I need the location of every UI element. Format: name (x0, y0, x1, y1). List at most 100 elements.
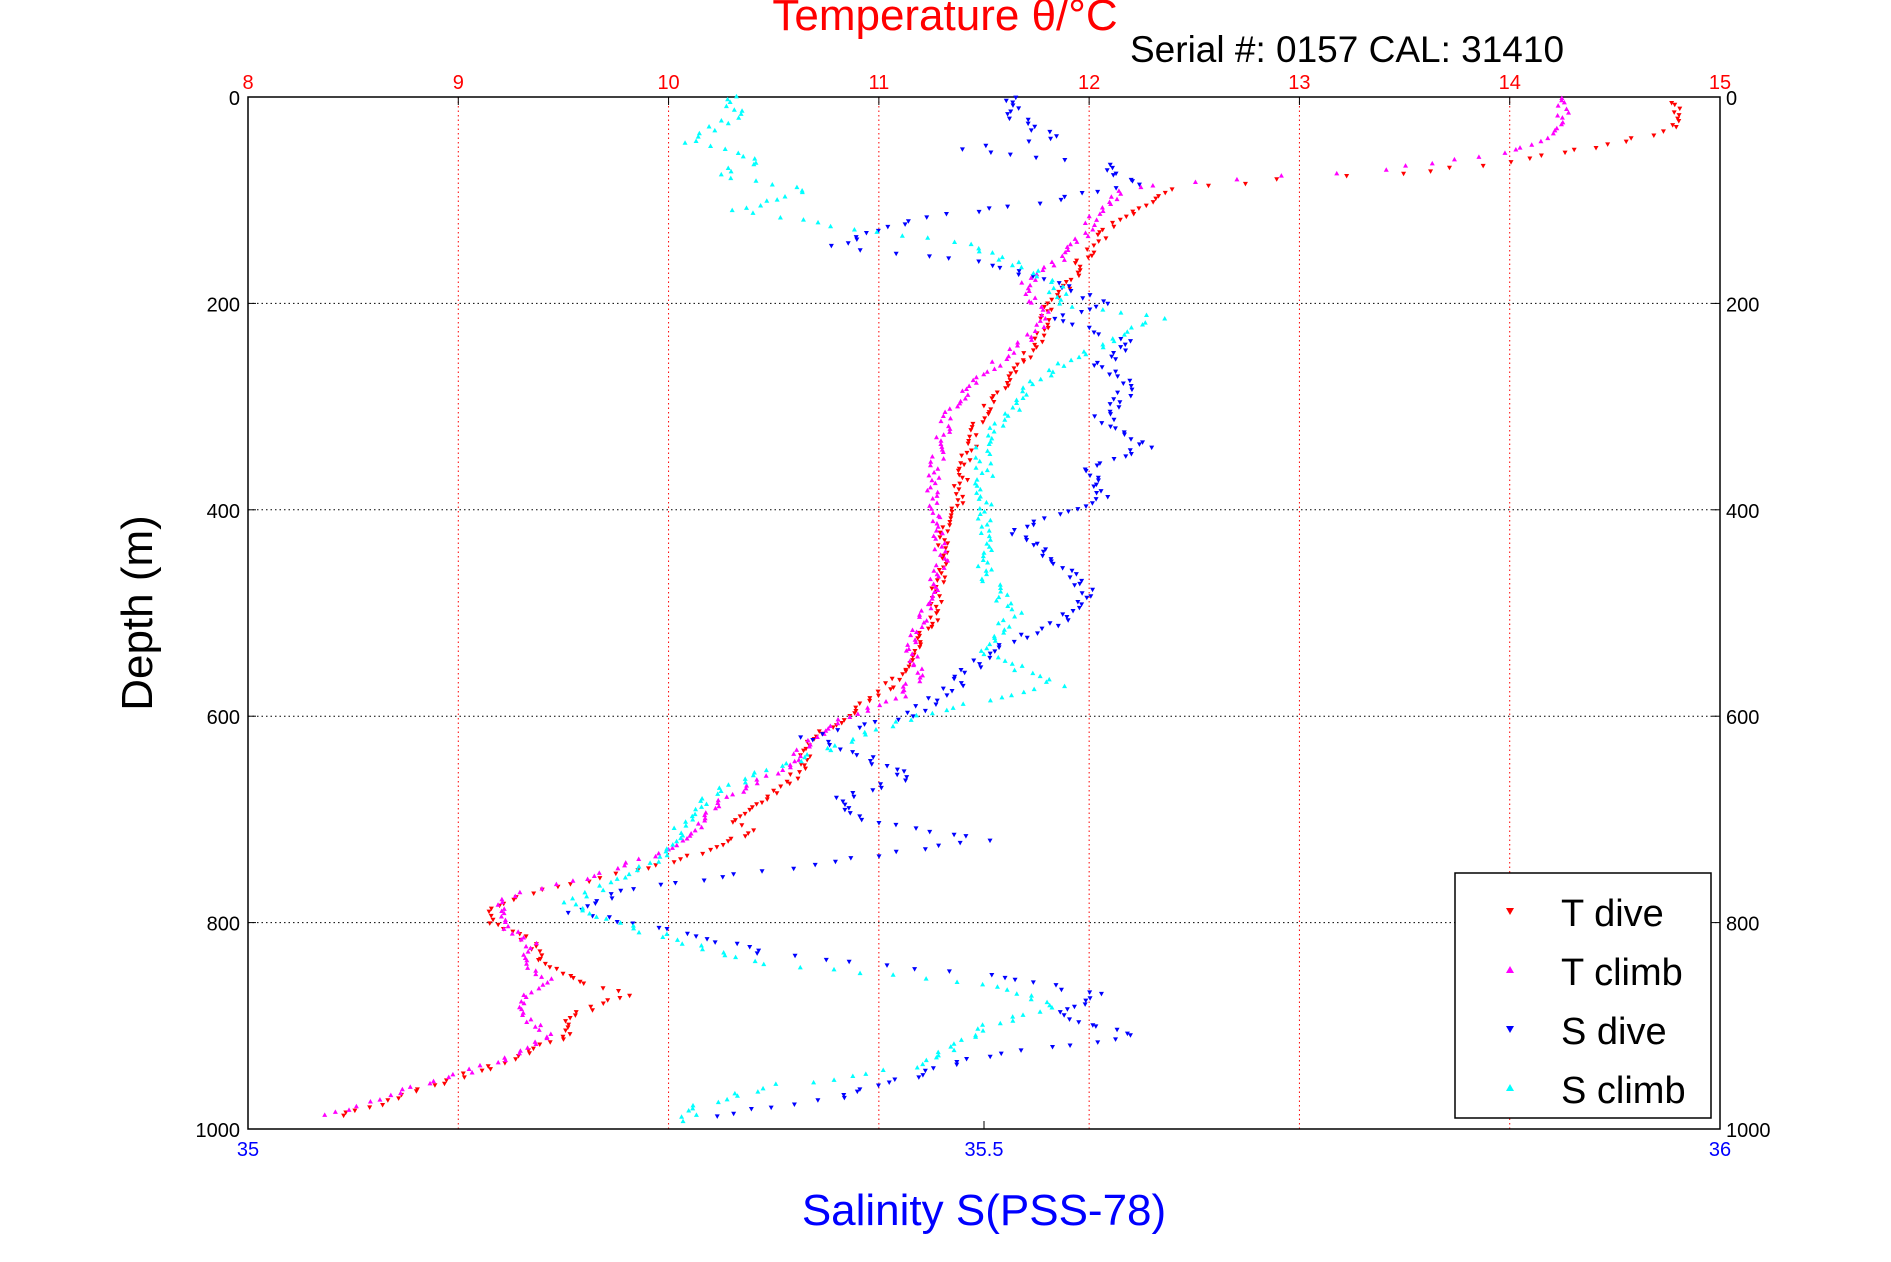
data-point (850, 750, 856, 755)
data-point (996, 645, 1002, 650)
data-point (1062, 157, 1068, 163)
data-point (1087, 293, 1093, 298)
data-point (399, 1086, 405, 1092)
data-point (1032, 336, 1038, 342)
data-point (1032, 342, 1038, 348)
temperature-tick-label: 14 (1499, 72, 1521, 94)
data-point (956, 487, 962, 492)
data-point (794, 747, 800, 752)
data-point (961, 462, 967, 468)
data-point (1527, 156, 1533, 161)
data-point (984, 645, 990, 651)
data-point (600, 1001, 606, 1007)
data-point (1076, 273, 1082, 279)
data-point (989, 973, 995, 978)
data-point (669, 845, 675, 850)
data-point (995, 620, 1001, 626)
data-point (878, 782, 884, 787)
data-point (835, 728, 841, 733)
data-point (787, 772, 793, 777)
data-point (1011, 528, 1017, 533)
data-point (1048, 307, 1054, 313)
data-point (1028, 993, 1034, 998)
data-point (1024, 331, 1030, 337)
data-point (523, 934, 529, 939)
data-point (722, 146, 728, 152)
data-point (1068, 277, 1074, 283)
data-point (502, 1055, 508, 1060)
data-point (1028, 300, 1034, 305)
data-point (787, 764, 793, 770)
data-point (984, 369, 990, 374)
data-point (985, 432, 991, 438)
data-point (842, 802, 848, 808)
data-point (518, 937, 524, 942)
data-point (1079, 309, 1085, 315)
data-point (1029, 337, 1035, 342)
data-point (948, 513, 954, 518)
data-point (1075, 599, 1081, 605)
data-point (880, 1067, 886, 1072)
data-point (1623, 139, 1629, 145)
data-point (1093, 497, 1099, 502)
data-point (1508, 160, 1514, 165)
data-point (548, 976, 554, 981)
data-point (545, 980, 551, 985)
data-point (594, 899, 600, 904)
data-point (524, 961, 530, 966)
data-point (720, 875, 726, 880)
data-point (814, 734, 820, 740)
data-point (890, 723, 896, 729)
data-point (1049, 259, 1055, 265)
data-point (1675, 116, 1681, 122)
data-point (695, 134, 701, 139)
data-point (600, 887, 606, 893)
data-point (1010, 405, 1016, 410)
data-point (1122, 342, 1128, 348)
data-point (1034, 631, 1040, 636)
data-point (396, 1096, 402, 1101)
data-point (495, 922, 501, 928)
data-point (769, 181, 775, 187)
data-point (739, 108, 745, 113)
data-point (997, 265, 1003, 271)
data-point (945, 529, 951, 534)
data-point (1670, 123, 1676, 128)
data-point (867, 696, 873, 701)
data-point (1009, 692, 1015, 698)
data-point (1111, 351, 1117, 356)
legend: T dive T climb S dive S climb (1454, 872, 1712, 1119)
data-point (930, 496, 936, 501)
data-point (1050, 561, 1056, 567)
data-point (1010, 100, 1016, 105)
depth-tick-label-left: 1000 (196, 1120, 241, 1142)
data-point (539, 953, 545, 958)
data-point (672, 881, 678, 886)
data-point (532, 1024, 538, 1029)
data-point (910, 627, 916, 632)
data-point (1034, 273, 1040, 279)
data-point (984, 522, 990, 527)
data-point (1011, 350, 1017, 355)
data-point (942, 409, 948, 414)
data-point (1091, 250, 1097, 256)
data-point (1107, 162, 1113, 168)
data-point (716, 803, 722, 809)
data-point (942, 540, 948, 546)
data-point (1117, 217, 1123, 223)
data-point (608, 879, 614, 885)
data-point (1555, 103, 1561, 108)
data-point (752, 156, 758, 161)
data-point (626, 871, 632, 877)
data-point (876, 854, 882, 859)
data-point (704, 937, 710, 942)
data-point (899, 233, 905, 238)
data-point (839, 721, 845, 726)
data-point (924, 215, 930, 220)
data-point (937, 514, 943, 520)
data-point (1099, 365, 1105, 370)
data-point (584, 893, 590, 899)
data-point (631, 925, 637, 931)
data-point (939, 544, 945, 549)
data-point (987, 537, 993, 542)
